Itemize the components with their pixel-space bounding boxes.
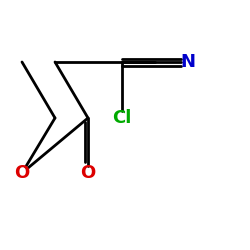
Text: O: O bbox=[80, 164, 96, 182]
Text: Cl: Cl bbox=[112, 109, 132, 127]
Text: N: N bbox=[180, 53, 196, 71]
Text: O: O bbox=[14, 164, 30, 182]
